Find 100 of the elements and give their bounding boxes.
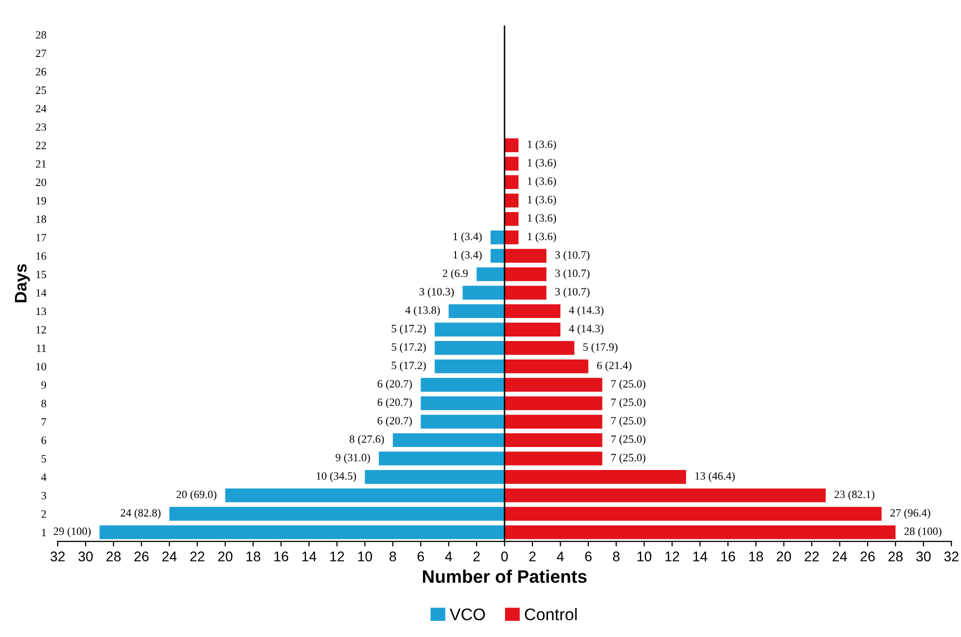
x-tick-label: 30 bbox=[916, 552, 931, 562]
x-tick-label: 28 bbox=[106, 552, 121, 562]
x-tick-label: 18 bbox=[246, 552, 260, 562]
bar bbox=[504, 194, 518, 208]
x-tick-label: 10 bbox=[358, 552, 372, 562]
bar bbox=[420, 378, 505, 392]
y-tick-label: 19 bbox=[36, 197, 46, 205]
x-tick-label: 22 bbox=[190, 552, 204, 562]
bar bbox=[504, 212, 518, 226]
bar bbox=[504, 414, 602, 429]
x-tick-label: 22 bbox=[804, 552, 819, 562]
y-tick-label: 6 bbox=[41, 436, 46, 444]
data-label: 1 (3.6) bbox=[528, 177, 556, 188]
legend-label: VCO bbox=[450, 608, 485, 620]
data-label: 6 (20.7) bbox=[378, 416, 412, 427]
data-label: 3 (10.7) bbox=[555, 269, 590, 280]
y-tick-label: 2 bbox=[41, 510, 46, 518]
bar bbox=[476, 267, 505, 282]
data-label: 29 (100) bbox=[54, 527, 91, 538]
y-tick-label: 5 bbox=[42, 455, 46, 462]
y-tick-label: 23 bbox=[36, 123, 46, 131]
x-tick-label: 18 bbox=[749, 552, 764, 562]
data-label: 1 (3.4) bbox=[454, 232, 482, 242]
y-tick-label: 16 bbox=[36, 252, 46, 260]
x-tick-label: 28 bbox=[888, 552, 903, 562]
data-label: 20 (69.0) bbox=[176, 490, 216, 500]
bar bbox=[504, 378, 602, 392]
bar bbox=[490, 230, 505, 244]
y-tick-label: 25 bbox=[36, 86, 46, 94]
bar bbox=[504, 359, 588, 374]
data-label: 1 (3.6) bbox=[528, 140, 556, 150]
y-tick-label: 17 bbox=[36, 234, 46, 242]
bar bbox=[504, 452, 602, 466]
data-label: 4 (14.3) bbox=[568, 306, 604, 316]
bar bbox=[504, 230, 518, 244]
bar bbox=[434, 359, 505, 374]
bar bbox=[504, 396, 602, 410]
x-tick-label: 30 bbox=[78, 552, 93, 562]
x-tick-label: 12 bbox=[665, 552, 680, 562]
data-label: 7 (25.0) bbox=[611, 380, 646, 390]
bar bbox=[100, 525, 505, 540]
bar bbox=[434, 322, 505, 336]
y-tick-label: 4 bbox=[41, 473, 46, 481]
x-tick-label: 10 bbox=[638, 552, 652, 562]
bar bbox=[504, 488, 826, 502]
bar bbox=[225, 488, 505, 502]
bar bbox=[434, 341, 505, 355]
bar bbox=[504, 248, 546, 263]
x-tick-label: 4 bbox=[556, 552, 564, 562]
x-tick-label: 24 bbox=[832, 552, 847, 562]
y-tick-label: 11 bbox=[36, 344, 46, 352]
bar bbox=[504, 433, 602, 448]
x-tick-label: 24 bbox=[162, 552, 177, 562]
data-label: 2 (6.9 bbox=[442, 269, 468, 280]
data-label: 5 (17.9) bbox=[583, 342, 618, 353]
y-tick-label: 9 bbox=[41, 381, 46, 389]
x-tick-label: 20 bbox=[218, 552, 232, 562]
data-label: 6 (20.7) bbox=[378, 398, 412, 408]
data-label: 1 (3.6) bbox=[528, 232, 556, 242]
data-label: 1 (3.6) bbox=[528, 214, 556, 224]
data-label: 7 (25.0) bbox=[611, 435, 646, 446]
y-tick-label: 28 bbox=[36, 31, 46, 39]
bar bbox=[504, 506, 882, 521]
x-tick-label: 0 bbox=[501, 552, 508, 562]
data-label: 23 (82.1) bbox=[834, 490, 874, 500]
x-tick-label: 26 bbox=[134, 552, 149, 562]
y-tick-label: 7 bbox=[42, 418, 46, 426]
bar bbox=[169, 506, 505, 521]
legend-label: Control bbox=[524, 608, 577, 620]
data-label: 6 (20.7) bbox=[378, 380, 412, 390]
x-tick-label: 8 bbox=[390, 552, 396, 562]
y-tick-label: 20 bbox=[36, 178, 46, 186]
data-label: 3 (10.3) bbox=[420, 288, 454, 298]
y-tick-label: 24 bbox=[36, 104, 46, 112]
y-tick-label: 15 bbox=[36, 270, 46, 278]
bar bbox=[504, 175, 518, 190]
bar bbox=[504, 470, 686, 484]
x-tick-label: 16 bbox=[274, 552, 288, 562]
y-tick-label: 27 bbox=[36, 50, 46, 57]
x-tick-label: 12 bbox=[330, 552, 344, 562]
x-tick-label: 2 bbox=[529, 552, 536, 562]
data-label: 5 (17.2) bbox=[392, 342, 426, 353]
bar bbox=[504, 138, 518, 152]
bar bbox=[364, 470, 505, 484]
bar bbox=[504, 286, 546, 300]
x-tick-label: 20 bbox=[776, 552, 791, 562]
y-tick-label: 22 bbox=[36, 142, 46, 150]
y-tick-label: 10 bbox=[36, 362, 46, 370]
bar bbox=[504, 267, 546, 282]
bar bbox=[504, 304, 560, 318]
x-tick-label: 2 bbox=[473, 552, 480, 562]
data-label: 1 (3.4) bbox=[454, 250, 482, 261]
x-tick-label: 32 bbox=[50, 552, 65, 562]
data-label: 13 (46.4) bbox=[695, 472, 735, 482]
data-label: 8 (27.6) bbox=[350, 435, 384, 446]
data-label: 4 (13.8) bbox=[405, 306, 440, 316]
x-tick-label: 6 bbox=[585, 552, 592, 562]
bar bbox=[462, 286, 505, 300]
data-label: 7 (25.0) bbox=[611, 416, 646, 427]
bar bbox=[504, 322, 560, 336]
